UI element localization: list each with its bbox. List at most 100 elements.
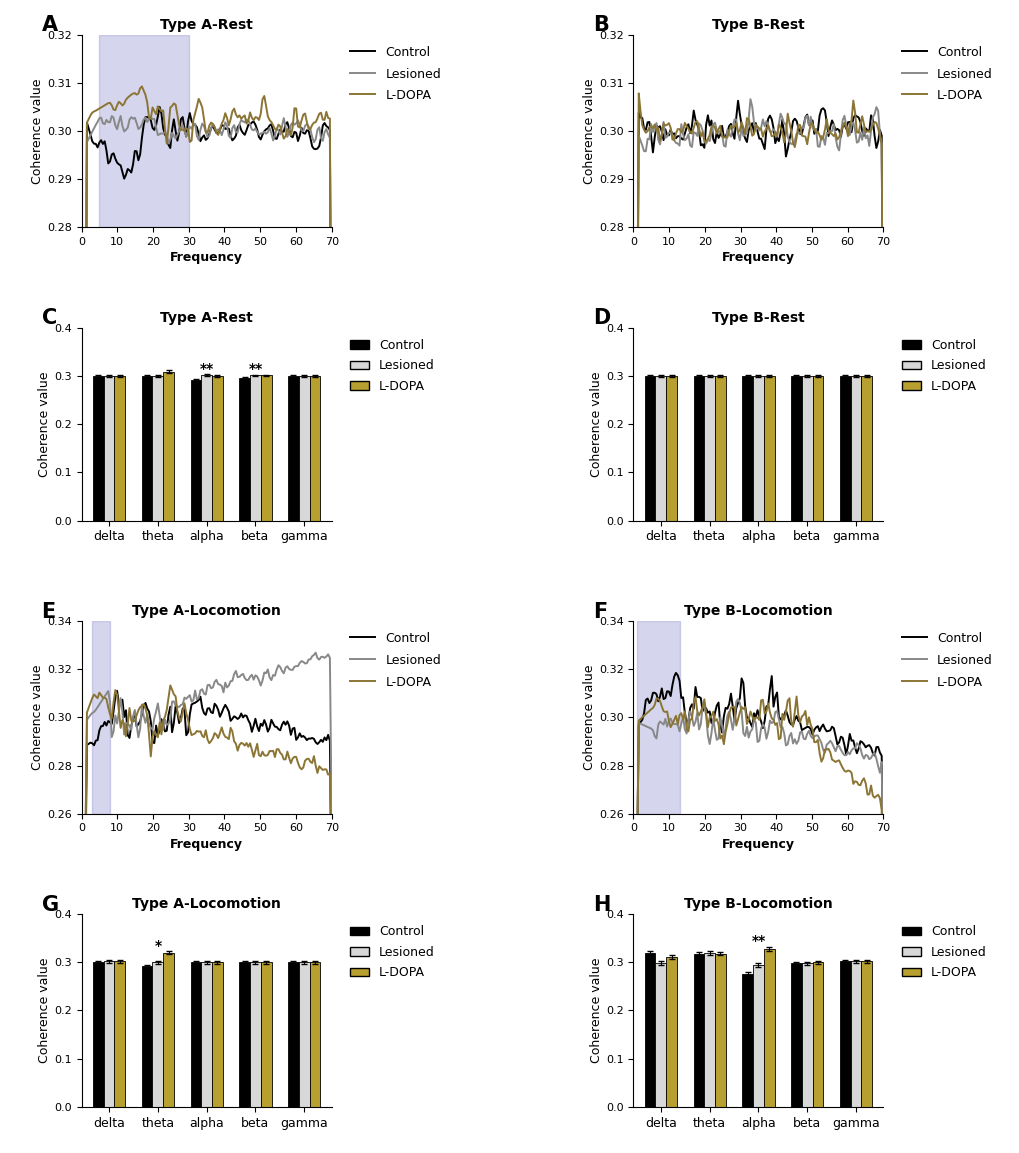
Bar [703, 376, 714, 521]
Bar [714, 376, 726, 521]
Bar [142, 966, 152, 1107]
Bar [752, 965, 763, 1107]
Bar [665, 376, 677, 521]
Legend: Control, Lesioned, L-DOPA: Control, Lesioned, L-DOPA [345, 40, 445, 107]
Bar [655, 376, 665, 521]
Bar [239, 378, 250, 521]
Bar [100, 35, 189, 227]
X-axis label: Frequency: Frequency [170, 251, 243, 264]
Bar [287, 963, 299, 1107]
Bar [104, 376, 114, 521]
Bar [763, 949, 773, 1107]
Text: *: * [154, 939, 161, 952]
Bar [714, 954, 726, 1107]
Title: Type B-Locomotion: Type B-Locomotion [684, 897, 832, 912]
Bar [309, 963, 320, 1107]
Bar [839, 376, 850, 521]
Bar [299, 376, 309, 521]
Bar [655, 963, 665, 1107]
Bar [104, 962, 114, 1107]
Bar [850, 962, 860, 1107]
Legend: Control, Lesioned, L-DOPA: Control, Lesioned, L-DOPA [897, 334, 990, 398]
Legend: Control, Lesioned, L-DOPA: Control, Lesioned, L-DOPA [897, 40, 997, 107]
Bar [212, 376, 222, 521]
X-axis label: Frequency: Frequency [721, 837, 794, 851]
Bar [239, 963, 250, 1107]
Bar [644, 952, 655, 1107]
Bar [309, 376, 320, 521]
Text: **: ** [751, 934, 765, 949]
Bar [850, 376, 860, 521]
Bar [644, 376, 655, 521]
Bar [163, 952, 174, 1107]
Bar [191, 963, 201, 1107]
Bar [114, 962, 125, 1107]
Text: **: ** [200, 362, 214, 376]
Bar [693, 376, 703, 521]
Y-axis label: Coherence value: Coherence value [583, 664, 595, 770]
Bar [93, 963, 104, 1107]
Title: Type B-Rest: Type B-Rest [711, 18, 804, 32]
Bar [752, 376, 763, 521]
Bar [201, 375, 212, 521]
Y-axis label: Coherence value: Coherence value [583, 78, 595, 183]
Bar [812, 963, 822, 1107]
Bar [636, 620, 680, 814]
Text: F: F [593, 602, 607, 621]
Bar [860, 962, 871, 1107]
Bar [812, 376, 822, 521]
Title: Type B-Locomotion: Type B-Locomotion [684, 604, 832, 618]
Text: **: ** [248, 362, 262, 376]
Bar [163, 371, 174, 521]
Bar [763, 376, 773, 521]
Text: A: A [42, 15, 58, 36]
Legend: Control, Lesioned, L-DOPA: Control, Lesioned, L-DOPA [897, 627, 997, 694]
Y-axis label: Coherence value: Coherence value [32, 664, 44, 770]
Bar [142, 376, 152, 521]
Bar [839, 962, 850, 1107]
Y-axis label: Coherence value: Coherence value [39, 958, 51, 1063]
Title: Type A-Locomotion: Type A-Locomotion [132, 897, 281, 912]
Bar [261, 376, 271, 521]
Y-axis label: Coherence value: Coherence value [39, 371, 51, 477]
Title: Type A-Rest: Type A-Rest [160, 311, 253, 325]
Bar [152, 376, 163, 521]
Bar [250, 963, 261, 1107]
X-axis label: Frequency: Frequency [721, 251, 794, 264]
Legend: Control, Lesioned, L-DOPA: Control, Lesioned, L-DOPA [345, 627, 445, 694]
Text: B: B [593, 15, 608, 36]
Bar [693, 954, 703, 1107]
X-axis label: Frequency: Frequency [170, 837, 243, 851]
Bar [801, 376, 812, 521]
Bar [742, 974, 752, 1107]
Text: C: C [42, 309, 57, 329]
Bar [860, 376, 871, 521]
Text: D: D [593, 309, 610, 329]
Text: G: G [42, 895, 59, 914]
Y-axis label: Coherence value: Coherence value [590, 958, 602, 1063]
Bar [801, 963, 812, 1107]
Y-axis label: Coherence value: Coherence value [590, 371, 602, 477]
Title: Type A-Rest: Type A-Rest [160, 18, 253, 32]
Y-axis label: Coherence value: Coherence value [32, 78, 44, 183]
Legend: Control, Lesioned, L-DOPA: Control, Lesioned, L-DOPA [897, 920, 990, 985]
Bar [287, 376, 299, 521]
Bar [191, 380, 201, 521]
Bar [250, 376, 261, 521]
Bar [742, 376, 752, 521]
Title: Type A-Locomotion: Type A-Locomotion [132, 604, 281, 618]
Text: H: H [593, 895, 610, 914]
Text: E: E [42, 602, 56, 621]
Legend: Control, Lesioned, L-DOPA: Control, Lesioned, L-DOPA [345, 334, 439, 398]
Bar [703, 952, 714, 1107]
Bar [299, 963, 309, 1107]
Bar [201, 963, 212, 1107]
Bar [152, 963, 163, 1107]
Legend: Control, Lesioned, L-DOPA: Control, Lesioned, L-DOPA [345, 920, 439, 985]
Bar [791, 376, 801, 521]
Bar [212, 963, 222, 1107]
Bar [261, 963, 271, 1107]
Bar [93, 620, 110, 814]
Bar [93, 376, 104, 521]
Bar [114, 376, 125, 521]
